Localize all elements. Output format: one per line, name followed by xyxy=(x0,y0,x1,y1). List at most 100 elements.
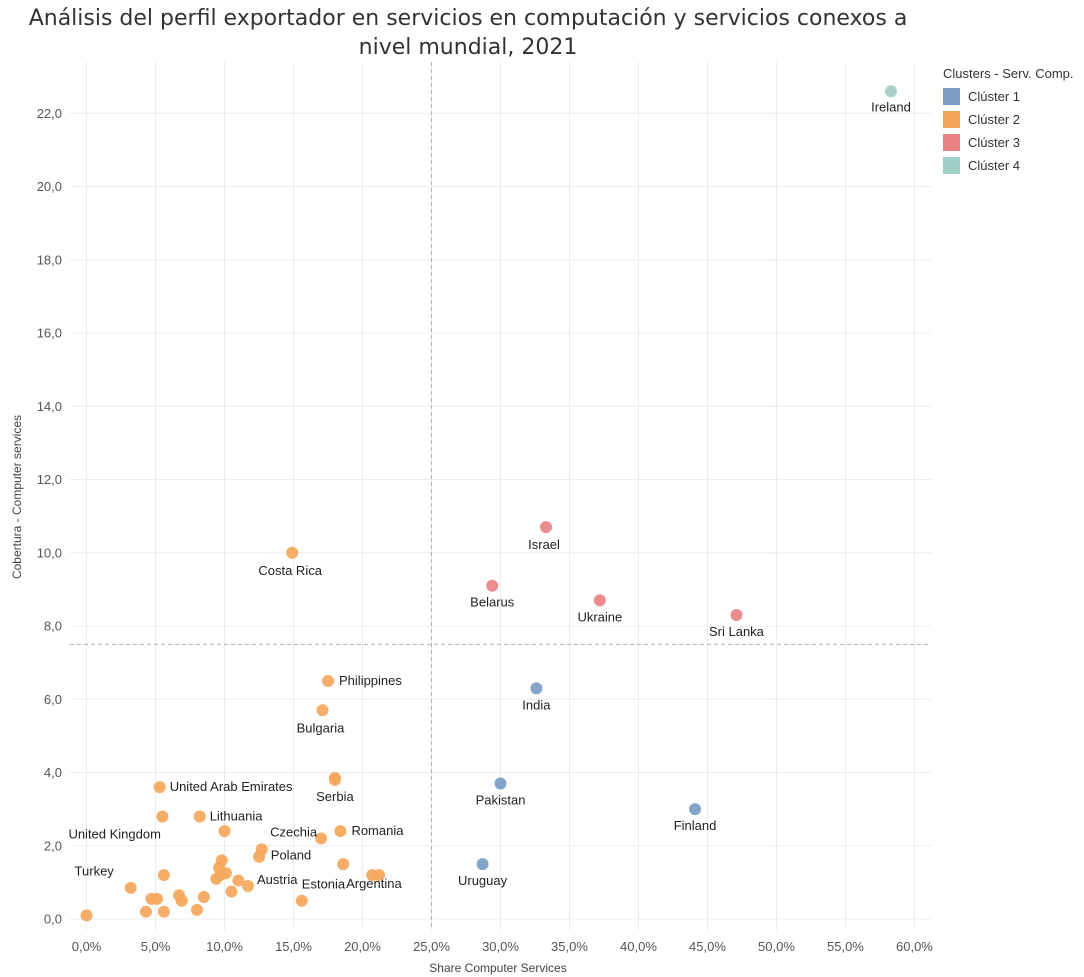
data-point[interactable] xyxy=(295,894,308,907)
x-tick-label: 20,0% xyxy=(344,939,381,954)
data-point[interactable] xyxy=(486,579,499,592)
data-point[interactable] xyxy=(315,832,328,845)
data-point[interactable] xyxy=(210,872,223,885)
y-tick-label: 22,0 xyxy=(37,106,62,121)
data-point[interactable] xyxy=(366,869,379,882)
data-point[interactable] xyxy=(337,858,350,871)
point-label: Finland xyxy=(674,818,717,833)
data-point[interactable] xyxy=(540,521,553,534)
point-label: India xyxy=(522,697,551,712)
data-point[interactable] xyxy=(316,704,329,717)
data-point[interactable] xyxy=(175,894,188,907)
y-tick-label: 2,0 xyxy=(44,838,62,853)
legend-label-cluster-2: Clúster 2 xyxy=(968,112,1021,127)
data-point[interactable] xyxy=(286,546,299,559)
point-label: Belarus xyxy=(470,595,515,610)
x-tick-label: 0,0% xyxy=(72,939,102,954)
data-point[interactable] xyxy=(593,594,606,607)
y-axis-ticks: 0,0 2,0 4,0 6,0 8,0 10,0 12,0 14,0 16,0 18,0 20,0 2… xyxy=(37,106,62,927)
data-point[interactable] xyxy=(253,850,266,863)
x-axis-ticks: 0,0% 5,0% 10,0% 15,0% 20,0% 25,0% 30,0% 35,0% 40… xyxy=(72,939,934,954)
point-label: Czechia xyxy=(270,824,318,839)
y-tick-label: 18,0 xyxy=(37,252,62,267)
legend-label-cluster-4: Clúster 4 xyxy=(968,158,1021,173)
point-label: Israel xyxy=(528,537,560,552)
x-tick-label: 45,0% xyxy=(689,939,726,954)
y-tick-label: 16,0 xyxy=(37,326,62,341)
data-point[interactable] xyxy=(494,777,507,790)
legend-item-cluster-2[interactable]: Clúster 2 xyxy=(943,108,1083,131)
chart-title: Análisis del perfil exportador en servic… xyxy=(28,6,908,60)
point-label: United Kingdom xyxy=(68,826,161,841)
data-point[interactable] xyxy=(232,874,245,887)
x-tick-label: 30,0% xyxy=(482,939,519,954)
data-point[interactable] xyxy=(153,781,166,794)
x-tick-label: 15,0% xyxy=(275,939,312,954)
y-axis-title: Cobertura - Computer services xyxy=(10,415,24,579)
legend-label-cluster-3: Clúster 3 xyxy=(968,135,1021,150)
y-tick-label: 12,0 xyxy=(37,472,62,487)
data-point[interactable] xyxy=(150,892,163,905)
data-point[interactable] xyxy=(124,881,137,894)
point-label: Bulgaria xyxy=(297,720,345,735)
legend-item-cluster-4[interactable]: Clúster 4 xyxy=(943,154,1083,177)
point-label: Poland xyxy=(271,847,311,862)
data-point[interactable] xyxy=(190,903,203,916)
x-tick-label: 5,0% xyxy=(141,939,171,954)
point-label: Lithuania xyxy=(210,808,264,823)
data-point[interactable] xyxy=(80,909,93,922)
point-label: Serbia xyxy=(316,789,354,804)
legend-item-cluster-1[interactable]: Clúster 1 xyxy=(943,85,1083,108)
data-point[interactable] xyxy=(530,682,543,695)
data-point[interactable] xyxy=(225,885,238,898)
y-tick-label: 20,0 xyxy=(37,179,62,194)
data-point[interactable] xyxy=(197,891,210,904)
legend-label-cluster-1: Clúster 1 xyxy=(968,89,1021,104)
scatter-plot: 0,0% 5,0% 10,0% 15,0% 20,0% 25,0% 30,0% 35,0% 40… xyxy=(10,62,934,975)
data-point[interactable] xyxy=(730,609,743,622)
reference-lines xyxy=(70,62,931,930)
point-label: Estonia xyxy=(302,877,346,892)
point-label: Romania xyxy=(351,823,404,838)
legend-swatch-cluster-2 xyxy=(943,111,960,128)
data-point[interactable] xyxy=(476,858,489,871)
point-label: Uruguay xyxy=(458,873,508,888)
legend: Clusters - Serv. Comp. Clúster 1 Clúster… xyxy=(943,66,1083,177)
point-label: Philippines xyxy=(339,673,402,688)
x-tick-label: 25,0% xyxy=(413,939,450,954)
data-point[interactable] xyxy=(218,825,231,838)
point-label: Ukraine xyxy=(577,609,622,624)
data-point[interactable] xyxy=(157,905,170,918)
legend-title: Clusters - Serv. Comp. xyxy=(943,66,1074,81)
x-tick-label: 10,0% xyxy=(206,939,243,954)
data-point[interactable] xyxy=(328,772,341,785)
legend-swatch-cluster-3 xyxy=(943,134,960,151)
point-label: United Arab Emirates xyxy=(170,779,293,794)
point-label: Ireland xyxy=(871,99,911,114)
point-label: Sri Lanka xyxy=(709,624,765,639)
y-tick-label: 10,0 xyxy=(37,545,62,560)
gridlines xyxy=(70,62,931,930)
data-point[interactable] xyxy=(334,825,347,838)
data-point[interactable] xyxy=(689,803,702,816)
y-tick-label: 4,0 xyxy=(44,765,62,780)
point-label: Turkey xyxy=(75,863,115,878)
data-point[interactable] xyxy=(241,880,254,893)
data-point[interactable] xyxy=(157,869,170,882)
data-point[interactable] xyxy=(322,674,335,687)
point-labels: Ireland Israel Belarus Ukraine Sri Lanka Indi… xyxy=(68,99,910,891)
data-point[interactable] xyxy=(884,85,897,98)
data-point[interactable] xyxy=(193,810,206,823)
x-tick-label: 40,0% xyxy=(620,939,657,954)
legend-swatch-cluster-4 xyxy=(943,157,960,174)
point-label: Argentina xyxy=(346,876,402,891)
y-tick-label: 8,0 xyxy=(44,619,62,634)
data-point[interactable] xyxy=(139,905,152,918)
point-label: Pakistan xyxy=(476,793,526,808)
x-axis-title: Share Computer Services xyxy=(429,961,566,975)
x-tick-label: 35,0% xyxy=(551,939,588,954)
y-tick-label: 14,0 xyxy=(37,399,62,414)
data-point[interactable] xyxy=(219,867,232,880)
data-point[interactable] xyxy=(156,810,169,823)
legend-item-cluster-3[interactable]: Clúster 3 xyxy=(943,131,1083,154)
